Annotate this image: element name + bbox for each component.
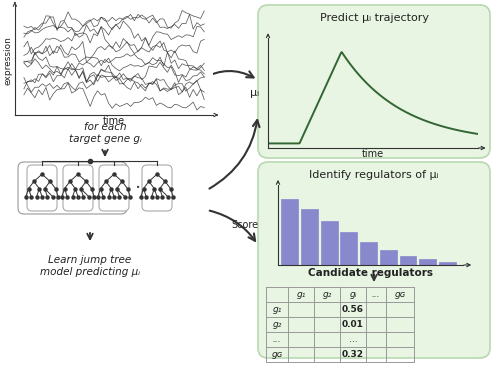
Text: 0.32: 0.32	[342, 350, 364, 359]
Text: Predict μᵢ trajectory: Predict μᵢ trajectory	[319, 13, 429, 23]
Text: 0.01: 0.01	[342, 320, 364, 329]
Y-axis label: Score: Score	[231, 220, 258, 230]
Text: ...: ...	[349, 335, 357, 344]
FancyBboxPatch shape	[258, 162, 490, 358]
Text: ·: ·	[135, 178, 141, 197]
FancyBboxPatch shape	[18, 162, 127, 214]
Text: ...: ...	[372, 290, 380, 299]
Y-axis label: μᵢ: μᵢ	[249, 88, 259, 98]
Text: for each
target gene gᵢ: for each target gene gᵢ	[68, 122, 141, 144]
FancyBboxPatch shape	[258, 5, 490, 158]
Bar	[360, 242, 377, 265]
Text: 0.56: 0.56	[342, 305, 364, 314]
X-axis label: Candidate regulators: Candidate regulators	[308, 268, 433, 278]
Text: Learn jump tree
model predicting μᵢ: Learn jump tree model predicting μᵢ	[40, 255, 140, 277]
FancyBboxPatch shape	[142, 165, 172, 211]
FancyBboxPatch shape	[63, 165, 93, 211]
Text: Identify regulators of μᵢ: Identify regulators of μᵢ	[309, 170, 439, 180]
Bar	[380, 250, 397, 265]
Text: g₂: g₂	[322, 290, 332, 299]
Text: g₁: g₁	[296, 290, 306, 299]
FancyBboxPatch shape	[27, 165, 57, 211]
Text: gɢ: gɢ	[394, 290, 406, 299]
Bar	[281, 199, 298, 265]
Bar	[400, 256, 416, 265]
Bar	[340, 232, 357, 265]
Text: gɢ: gɢ	[271, 350, 283, 359]
Text: g₁: g₁	[272, 305, 282, 314]
X-axis label: time: time	[103, 116, 125, 126]
Bar	[321, 221, 338, 265]
Text: gᵢ: gᵢ	[349, 290, 357, 299]
X-axis label: time: time	[362, 149, 384, 160]
Text: g₂: g₂	[272, 320, 282, 329]
Bar	[419, 260, 436, 265]
FancyBboxPatch shape	[99, 165, 129, 211]
Text: ...: ...	[273, 335, 281, 344]
Y-axis label: expression: expression	[3, 36, 12, 85]
Bar	[301, 210, 318, 265]
Bar	[439, 261, 456, 265]
